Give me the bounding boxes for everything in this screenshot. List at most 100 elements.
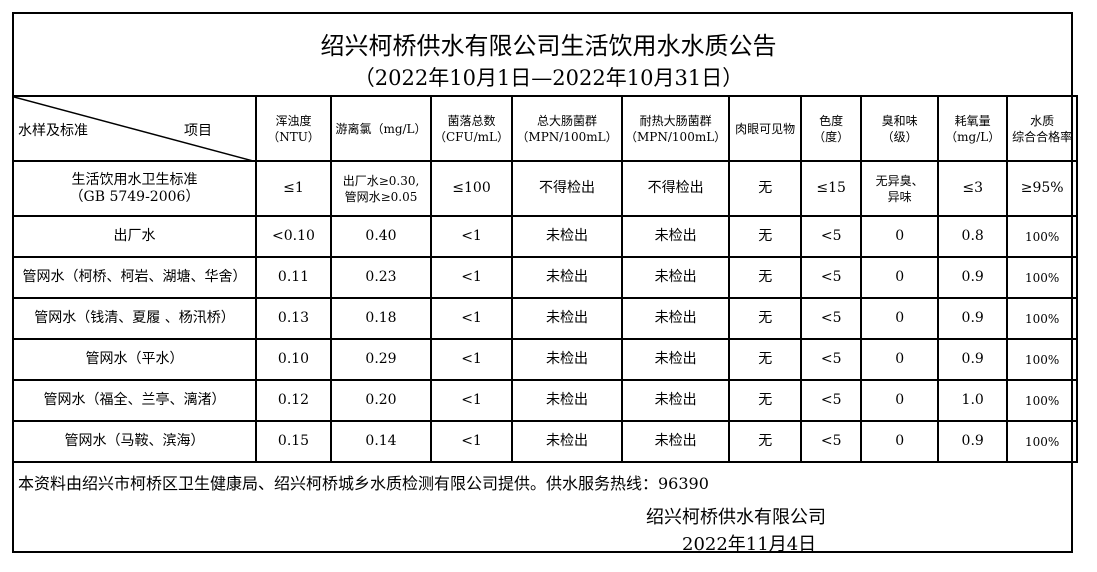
cell-text: ≥95% (1020, 180, 1064, 196)
standard-value: ≤15 (800, 160, 863, 217)
cell-text: （NTU） (267, 129, 320, 144)
table-cell: 0.29 (330, 338, 432, 381)
cell-text: 总大肠菌群 (537, 113, 598, 128)
table-cell: 100% (1006, 256, 1079, 299)
cell-text: 水质 (1030, 113, 1055, 128)
table-cell: 未检出 (511, 297, 624, 340)
table-cell: 0 (860, 215, 940, 258)
cell-text: （级） (881, 129, 918, 144)
cell-text: （MPN/100mL） (625, 129, 727, 144)
table-cell: <1 (429, 256, 514, 299)
table-cell: 无 (728, 420, 803, 463)
notice-date: 2022年11月4日 (682, 534, 817, 555)
corner-left-label: 水样及标准 (18, 123, 88, 139)
cell-text: 浑浊度 (275, 113, 312, 128)
standard-value: ≥95% (1006, 160, 1079, 217)
standard-name: 生活饮用水卫生标准 （GB 5749-2006） (12, 160, 257, 217)
water-quality-table: 水样及标准 项目 浑浊度 （NTU） 游离氯（mg/L） 菌落总数 （CFU/mL） 总大肠菌… (12, 95, 1079, 463)
table-cell: 0 (860, 338, 940, 381)
table-cell: 1.0 (937, 379, 1009, 422)
table-row: 管网水（柯桥、柯岩、湖塘、华舍） 0.11 0.23 <1 未检出 未检出无 <5 0 0.9 1… (12, 256, 1079, 299)
table-cell: 未检出 (511, 338, 624, 381)
table-cell: 0.12 (255, 379, 332, 422)
table-cell: 0.23 (330, 256, 432, 299)
cell-text: 生活饮用水卫生标准 (71, 171, 198, 188)
standard-value: 出厂水≥0.30, 管网水≥0.05 (330, 160, 432, 217)
cell-text: 臭和味 (881, 113, 918, 128)
cell-text: 无异臭、 (875, 173, 924, 188)
table-cell: <1 (429, 420, 514, 463)
standard-value: ≤100 (429, 160, 514, 217)
table-cell: 0 (860, 379, 940, 422)
standard-value: 不得检出 (511, 160, 624, 217)
cell-text: （mg/L） (945, 129, 1001, 144)
table-cell: 无 (728, 256, 803, 299)
table-cell: 未检出 (621, 256, 731, 299)
table-cell: 无 (728, 215, 803, 258)
table-cell: 未检出 (621, 379, 731, 422)
standard-value: 不得检出 (621, 160, 731, 217)
table-cell: <5 (800, 420, 863, 463)
cell-text: 不得检出 (539, 180, 596, 196)
sample-name: 管网水（钱清、夏履 、杨汛桥） (12, 297, 257, 340)
table-cell: 未检出 (511, 379, 624, 422)
cell-text: ≤100 (452, 180, 491, 196)
cell-text: ≤3 (962, 180, 983, 196)
table-cell: 0.14 (330, 420, 432, 463)
sample-name: 管网水（马鞍、滨海） (12, 420, 257, 463)
column-header: 色度 （度） (800, 95, 863, 162)
corner-header: 水样及标准 项目 (12, 95, 257, 162)
table-row: 管网水（马鞍、滨海） 0.15 0.14 <1 未检出 未检出无 <5 0 0.9 100% (12, 420, 1079, 463)
table-cell: 0 (860, 420, 940, 463)
table-cell: 未检出 (621, 297, 731, 340)
table-cell: <1 (429, 379, 514, 422)
table-cell: 0.11 (255, 256, 332, 299)
table-cell: 未检出 (511, 256, 624, 299)
column-header: 耐热大肠菌群 （MPN/100mL） (621, 95, 731, 162)
table-cell: <5 (800, 297, 863, 340)
sample-name: 管网水（平水） (12, 338, 257, 381)
company-signature: 绍兴柯桥供水有限公司 (646, 507, 826, 528)
cell-text: 耐热大肠菌群 (639, 113, 712, 128)
cell-text: 游离氯（mg/L） (335, 121, 427, 136)
cell-text: （度） (813, 129, 850, 144)
table-cell: 0.15 (255, 420, 332, 463)
table-cell: 0 (860, 256, 940, 299)
table-cell: 100% (1006, 379, 1079, 422)
header-row: 水样及标准 项目 浑浊度 （NTU） 游离氯（mg/L） 菌落总数 （CFU/mL） 总大肠菌… (12, 95, 1079, 162)
sample-name: 出厂水 (12, 215, 257, 258)
table-cell: 0.18 (330, 297, 432, 340)
table-cell: 0.40 (330, 215, 432, 258)
cell-text: 综合合格率 (1012, 129, 1073, 144)
sample-name: 管网水（柯桥、柯岩、湖塘、华舍） (12, 256, 257, 299)
table-cell: 100% (1006, 420, 1079, 463)
table-cell: 0.9 (937, 256, 1009, 299)
cell-text: 肉眼可见物 (735, 121, 796, 136)
table-cell: 100% (1006, 297, 1079, 340)
table-cell: 未检出 (511, 215, 624, 258)
cell-text: 耗氧量 (954, 113, 991, 128)
table-cell: <5 (800, 338, 863, 381)
table-cell: 无 (728, 338, 803, 381)
cell-text: 管网水≥0.05 (344, 189, 418, 204)
table-cell: <5 (800, 256, 863, 299)
table-cell: 0.8 (937, 215, 1009, 258)
table-cell: <5 (800, 215, 863, 258)
column-header: 游离氯（mg/L） (330, 95, 432, 162)
table-cell: 无 (728, 297, 803, 340)
column-header: 总大肠菌群 （MPN/100mL） (511, 95, 624, 162)
notice-title: 绍兴柯桥供水有限公司生活饮用水水质公告 (320, 32, 777, 60)
cell-text: 不得检出 (647, 180, 704, 196)
column-header: 水质 综合合格率 (1006, 95, 1079, 162)
column-header: 菌落总数 （CFU/mL） (429, 95, 514, 162)
table-cell: 0.10 (255, 338, 332, 381)
table-cell: 100% (1006, 215, 1079, 258)
table-cell: 0 (860, 297, 940, 340)
table-cell: 无 (728, 379, 803, 422)
table-cell: 未检出 (621, 338, 731, 381)
source-note: 本资料由绍兴市柯桥区卫生健康局、绍兴柯桥城乡水质检测有限公司提供。供水服务热线：… (18, 474, 709, 493)
table-row: 管网水（钱清、夏履 、杨汛桥） 0.13 0.18 <1 未检出 未检出无 <5 0 0.9 10… (12, 297, 1079, 340)
cell-text: 色度 (819, 113, 844, 128)
table-cell: 100% (1006, 338, 1079, 381)
standard-value: ≤1 (255, 160, 332, 217)
